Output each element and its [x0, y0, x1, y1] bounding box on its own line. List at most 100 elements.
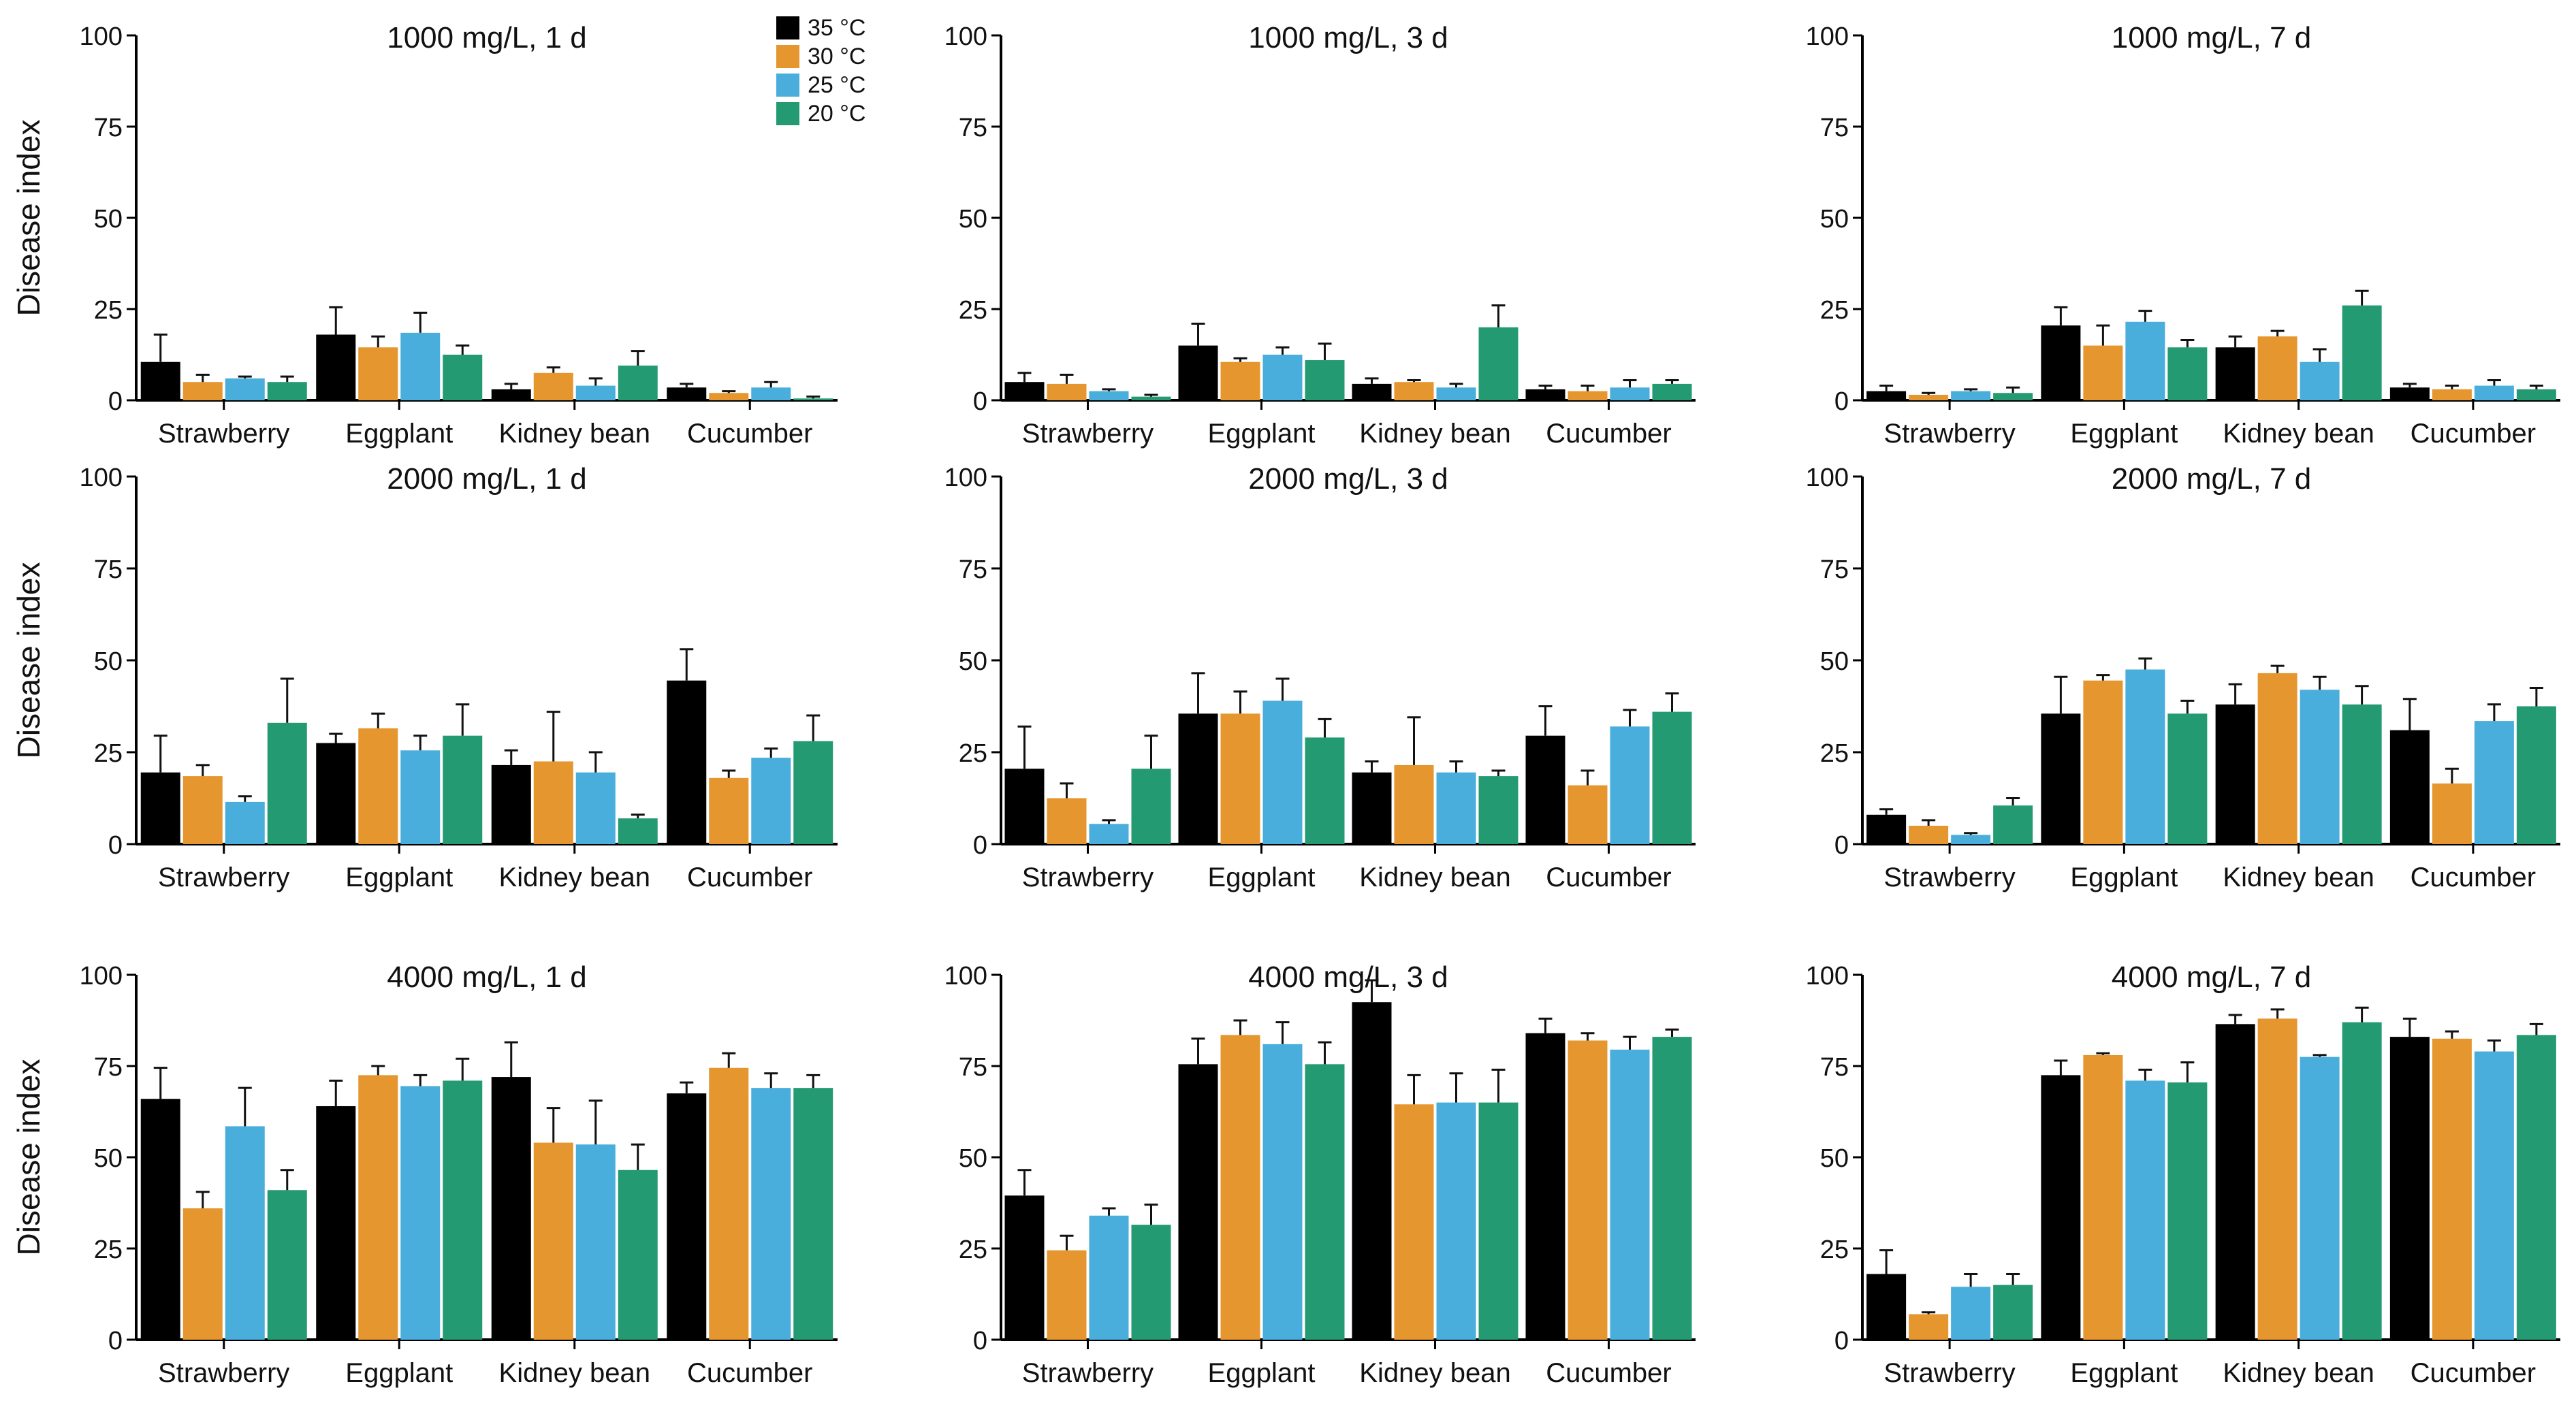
y-tick-label: 50	[959, 1144, 987, 1173]
bar	[491, 1077, 531, 1340]
y-tick-label: 100	[1806, 464, 1849, 492]
bar	[575, 772, 616, 844]
bar	[1305, 737, 1345, 844]
bar	[1131, 1225, 1171, 1340]
x-tick-label: Strawberry	[1883, 419, 2015, 449]
chart-title: 4000 mg/L, 7 d	[2112, 961, 2312, 994]
bar	[182, 382, 223, 400]
bar	[2215, 1024, 2255, 1340]
y-tick-label: 75	[959, 555, 987, 584]
legend: 35 °C 30 °C 25 °C 20 °C	[776, 15, 865, 127]
y-tick-label: 25	[94, 1236, 123, 1264]
bar	[2167, 713, 2208, 844]
y-tick-label: 50	[94, 647, 123, 676]
y-tick-label: 25	[1820, 739, 1849, 768]
bar	[1178, 1064, 1218, 1340]
bar	[1436, 1102, 1476, 1340]
bar	[618, 818, 658, 844]
bar	[1652, 383, 1692, 400]
bar	[1352, 383, 1392, 400]
bar	[358, 728, 398, 844]
bar	[2300, 361, 2340, 400]
bar	[1220, 713, 1260, 844]
x-tick-label: Kidney bean	[499, 862, 650, 892]
x-tick-label: Cucumber	[2411, 419, 2537, 449]
x-tick-label: Kidney bean	[2223, 862, 2374, 892]
bar	[267, 722, 307, 844]
chart-title: 4000 mg/L, 1 d	[387, 961, 587, 994]
chart-title: 1000 mg/L, 1 d	[387, 21, 587, 54]
bar	[2041, 713, 2081, 844]
x-tick-label: Eggplant	[345, 419, 453, 449]
y-axis-label: Disease index	[11, 562, 46, 759]
y-tick-label: 25	[959, 1236, 987, 1264]
chart-title: 2000 mg/L, 1 d	[387, 462, 587, 496]
bar	[1305, 1064, 1345, 1340]
x-tick-label: Eggplant	[1208, 862, 1316, 892]
chart-panel-2: 0 25 50 75 100 1000 mg/L, 3 d Strawberry Eggpla…	[944, 21, 1696, 449]
bar	[2167, 1082, 2208, 1340]
legend-swatch	[776, 102, 799, 125]
bar	[1262, 1044, 1303, 1340]
x-tick-label: Strawberry	[1022, 862, 1154, 892]
bar	[1394, 764, 1434, 844]
x-tick-label: Strawberry	[158, 862, 289, 892]
bar	[2516, 389, 2556, 400]
y-tick-label: 100	[1806, 962, 1849, 990]
x-tick-label: Eggplant	[1208, 419, 1316, 449]
x-tick-label: Kidney bean	[1359, 862, 1510, 892]
y-tick-label: 25	[959, 296, 987, 325]
bar	[1478, 776, 1518, 844]
bar	[1525, 735, 1565, 844]
bar	[2257, 673, 2297, 844]
chart-panel-6: 0 25 50 75 100 2000 mg/L, 7 d Strawberry Eggpla…	[1806, 462, 2560, 892]
y-tick-label: 100	[1806, 22, 1849, 51]
bar	[2300, 690, 2340, 844]
x-tick-label: Kidney bean	[2223, 1358, 2374, 1388]
bar	[2432, 389, 2472, 400]
chart-title: 1000 mg/L, 3 d	[1248, 21, 1448, 54]
bar	[1178, 713, 1218, 844]
y-tick-label: 75	[959, 1053, 987, 1082]
bar	[2083, 1054, 2123, 1340]
y-tick-label: 75	[1820, 114, 1849, 142]
bar	[2432, 1038, 2472, 1340]
bar	[1993, 805, 2033, 844]
bar	[1220, 1035, 1260, 1340]
y-tick-label: 25	[959, 739, 987, 768]
bar	[182, 776, 223, 844]
y-tick-label: 0	[1834, 831, 1849, 860]
y-tick-label: 0	[973, 387, 987, 416]
chart-panel-9: 0 25 50 75 100 4000 mg/L, 7 d Strawberry Eggpla…	[1806, 961, 2560, 1388]
y-tick-label: 0	[1834, 1327, 1849, 1355]
x-tick-label: Eggplant	[2070, 419, 2178, 449]
bar	[1993, 393, 2033, 400]
bar	[1610, 387, 1650, 400]
bar	[1004, 769, 1045, 844]
bar	[225, 1126, 265, 1340]
bar	[2041, 1075, 2081, 1340]
bar	[443, 1080, 483, 1340]
bar	[2125, 1080, 2165, 1340]
bar	[316, 743, 356, 844]
bar	[751, 758, 791, 844]
legend-swatch	[776, 16, 799, 39]
x-tick-label: Strawberry	[1022, 1358, 1154, 1388]
bar	[1610, 726, 1650, 844]
bar	[1004, 1195, 1045, 1340]
bar	[1436, 772, 1476, 844]
bar	[1909, 394, 1949, 400]
bar	[1866, 1274, 1907, 1340]
bar	[1131, 769, 1171, 844]
y-tick-label: 0	[108, 831, 123, 860]
x-tick-label: Eggplant	[345, 1358, 453, 1388]
bar	[2432, 783, 2472, 844]
bar	[667, 1093, 707, 1340]
bar	[709, 393, 749, 400]
legend-label: 20 °C	[808, 101, 865, 127]
bar	[2389, 730, 2430, 844]
bar	[1394, 382, 1434, 400]
bar	[2516, 1035, 2556, 1340]
bar	[1004, 382, 1045, 400]
